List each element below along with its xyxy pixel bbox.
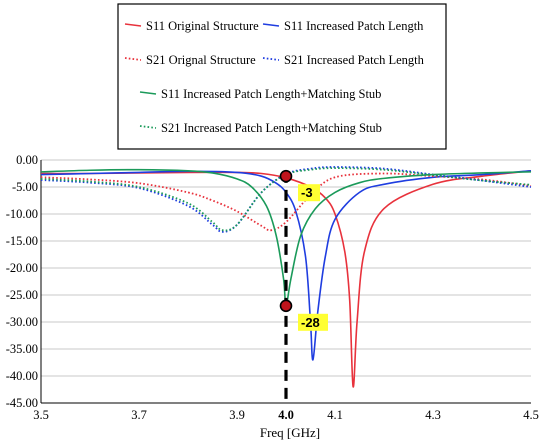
legend: S11 Original Structure S11 Increased Patc…	[117, 3, 447, 150]
x-tick-label: 4.0	[278, 408, 294, 422]
y-tick-label: 0.00	[16, 153, 38, 167]
x-tick-label: 3.9	[229, 408, 245, 422]
y-tick-label: -5.00	[12, 180, 38, 194]
x-tick-label: 4.5	[523, 408, 539, 422]
marker-label: -3	[301, 185, 313, 200]
x-tick-label: 3.5	[33, 408, 49, 422]
marker-label-box	[298, 313, 328, 331]
legend-label: S21 Orignal Structure	[146, 53, 256, 67]
y-tick-label: -45.00	[6, 396, 38, 410]
legend-swatch	[139, 91, 157, 95]
x-axis-label: Freq [GHz]	[260, 425, 320, 440]
legend-label: S11 Increased Patch Length	[284, 19, 424, 33]
legend-label: S11 Original Structure	[146, 19, 259, 33]
x-tick-label: 3.7	[131, 408, 147, 422]
legend-swatch	[139, 125, 157, 129]
x-tick-label: 4.3	[425, 408, 441, 422]
y-tick-label: -10.00	[6, 207, 38, 221]
series-line-5	[40, 168, 532, 307]
marker-label: -28	[301, 315, 320, 330]
y-tick-label: -15.00	[6, 234, 38, 248]
marker-point	[279, 299, 293, 313]
y-tick-label: -25.00	[6, 288, 38, 302]
legend-label: S11 Increased Patch Length+Matching Stub	[161, 87, 381, 101]
marker-label-box	[298, 184, 320, 202]
x-tick-label: 4.1	[327, 408, 343, 422]
series-line-3	[40, 172, 532, 232]
y-tick-label: -35.00	[6, 342, 38, 356]
marker-point	[279, 169, 293, 183]
legend-label: S21 Increased Patch Length	[284, 53, 425, 67]
legend-swatch	[262, 57, 280, 61]
legend-label: S21 Increased Patch Length+Matching Stub	[161, 121, 382, 135]
legend-box	[117, 3, 447, 150]
legend-swatch	[262, 23, 280, 27]
plot-area: 0.00 -5.00 -10.00 -15.00 -20.00 -25.00 -30.00 -…	[6, 153, 539, 422]
y-tick-label: -20.00	[6, 261, 38, 275]
legend-swatch	[124, 57, 142, 61]
y-tick-label: -30.00	[6, 315, 38, 329]
legend-swatch	[124, 23, 142, 27]
y-tick-label: -40.00	[6, 369, 38, 383]
series-line-6	[40, 167, 532, 232]
